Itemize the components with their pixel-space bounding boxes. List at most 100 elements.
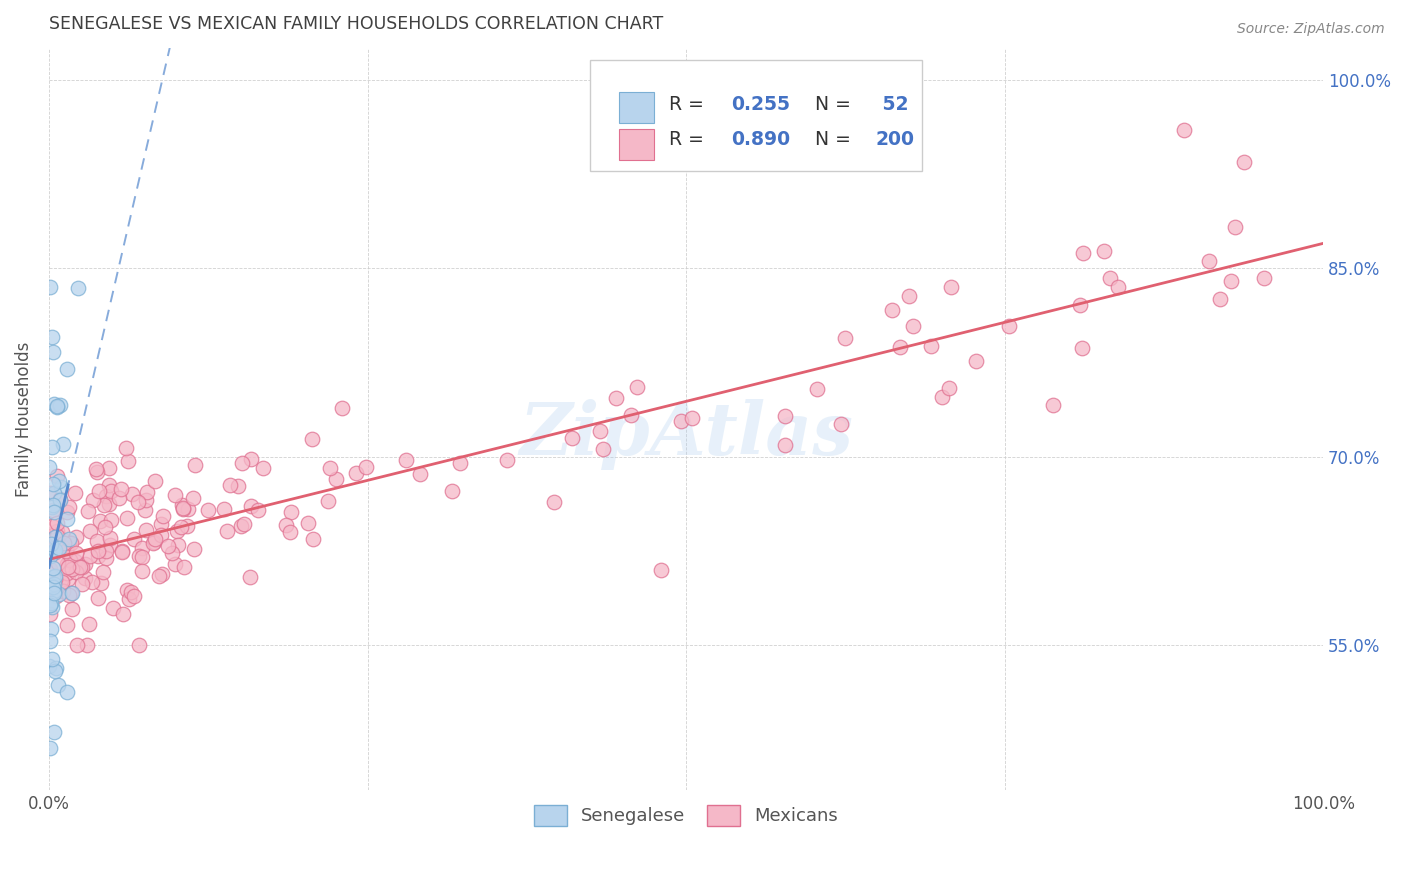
Point <box>215 524 238 538</box>
Point <box>276 517 298 532</box>
Text: SENEGALESE VS MEXICAN FAMILY HOUSEHOLDS CORRELATION CHART: SENEGALESE VS MEXICAN FAMILY HOUSEHOLDS … <box>49 15 664 33</box>
Point <box>134 502 156 516</box>
Point <box>79 549 101 564</box>
Point <box>127 495 149 509</box>
Point <box>354 459 377 474</box>
Point <box>592 442 614 457</box>
Point <box>49 491 72 506</box>
Point <box>620 408 643 422</box>
Point <box>39 598 62 612</box>
Point <box>51 524 73 539</box>
Point <box>65 565 87 579</box>
Point <box>150 516 173 531</box>
Point <box>882 303 904 318</box>
Point <box>48 474 70 488</box>
Text: Source: ZipAtlas.com: Source: ZipAtlas.com <box>1237 22 1385 37</box>
Text: 0.255: 0.255 <box>731 95 790 113</box>
Point <box>39 596 62 610</box>
Point <box>39 280 62 294</box>
Point <box>56 512 79 526</box>
Point <box>55 566 77 580</box>
Point <box>239 570 262 584</box>
Point <box>60 586 83 600</box>
Point <box>1233 154 1256 169</box>
Point <box>163 487 186 501</box>
Point <box>49 573 72 587</box>
Point <box>93 498 115 512</box>
Point <box>148 568 170 582</box>
Point <box>44 544 66 558</box>
Point <box>177 502 200 516</box>
Text: ZipAtlas: ZipAtlas <box>519 399 853 469</box>
Point <box>56 572 79 586</box>
Point <box>115 441 138 455</box>
Point <box>231 457 253 471</box>
Point <box>42 577 65 591</box>
Point <box>59 536 82 550</box>
Point <box>1069 298 1091 312</box>
Point <box>170 520 193 534</box>
Point <box>58 533 80 547</box>
Point <box>39 578 62 592</box>
Point <box>86 591 108 605</box>
Point <box>38 460 60 475</box>
Point <box>58 500 80 515</box>
Point <box>280 506 302 520</box>
Point <box>157 540 180 554</box>
Point <box>301 432 323 446</box>
Point <box>135 492 157 507</box>
Point <box>42 502 65 516</box>
Point <box>46 529 69 543</box>
Point <box>65 530 87 544</box>
Point <box>86 533 108 548</box>
Point <box>166 524 188 538</box>
Point <box>41 600 63 615</box>
Point <box>117 453 139 467</box>
Point <box>87 483 110 498</box>
Point <box>173 560 195 574</box>
Point <box>94 489 117 503</box>
Point <box>143 474 166 488</box>
Text: 52: 52 <box>876 95 908 113</box>
Point <box>101 601 124 615</box>
Point <box>86 466 108 480</box>
Point <box>965 353 987 368</box>
Point <box>41 500 63 514</box>
Point <box>52 437 75 451</box>
Point <box>111 607 134 622</box>
Point <box>51 480 73 494</box>
Point <box>87 544 110 558</box>
Point <box>409 467 432 482</box>
Point <box>1099 271 1122 285</box>
Point <box>56 617 79 632</box>
Point <box>44 545 66 559</box>
Point <box>51 539 73 553</box>
Point <box>1253 271 1275 285</box>
Point <box>233 516 256 531</box>
Point <box>229 519 252 533</box>
Point <box>1209 293 1232 307</box>
Point <box>150 566 173 581</box>
Point <box>682 410 704 425</box>
Point <box>806 382 828 396</box>
Point <box>111 544 134 558</box>
Point <box>100 537 122 551</box>
Point <box>75 558 97 572</box>
Point <box>94 544 117 558</box>
Point <box>46 401 69 415</box>
Point <box>197 503 219 517</box>
Point <box>52 533 75 547</box>
Point <box>39 486 62 500</box>
Point <box>82 492 104 507</box>
Point <box>1107 279 1129 293</box>
Point <box>605 391 627 405</box>
Point <box>39 537 62 551</box>
Point <box>42 561 65 575</box>
Point <box>543 495 565 509</box>
Point <box>41 580 63 594</box>
Point <box>330 401 353 416</box>
Point <box>90 576 112 591</box>
Point <box>830 417 852 431</box>
Point <box>120 584 142 599</box>
FancyBboxPatch shape <box>619 92 654 123</box>
